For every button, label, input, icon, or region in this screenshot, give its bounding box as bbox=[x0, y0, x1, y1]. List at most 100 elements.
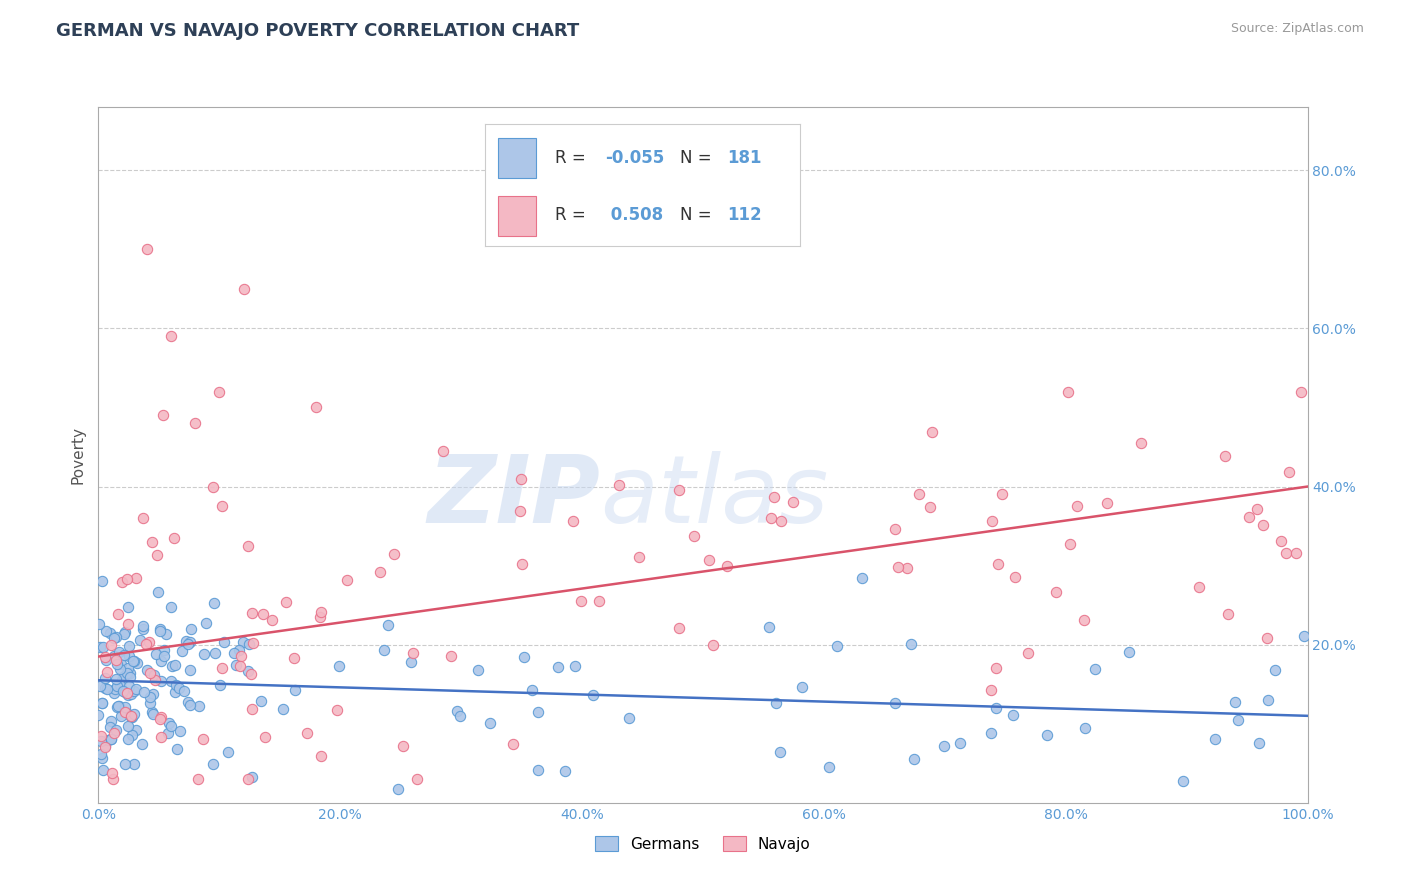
Point bbox=[449, 708, 471, 723]
Point bbox=[238, 637, 260, 651]
Point bbox=[903, 751, 925, 765]
Point bbox=[716, 559, 738, 574]
Point bbox=[117, 719, 139, 733]
Point bbox=[309, 610, 332, 624]
Point bbox=[1004, 570, 1026, 584]
Point bbox=[211, 499, 233, 513]
Point bbox=[117, 661, 139, 675]
Point bbox=[211, 661, 233, 675]
Point bbox=[582, 689, 605, 703]
Point bbox=[146, 549, 169, 563]
Point bbox=[104, 672, 127, 686]
Point bbox=[176, 695, 198, 709]
Point bbox=[132, 510, 155, 524]
Point bbox=[100, 714, 122, 728]
Point bbox=[125, 723, 148, 738]
Point bbox=[150, 674, 173, 689]
Point bbox=[94, 739, 117, 754]
Point bbox=[142, 706, 165, 721]
Point bbox=[609, 478, 631, 492]
Point bbox=[124, 571, 146, 585]
Point bbox=[201, 757, 224, 772]
Point bbox=[103, 632, 125, 646]
Point bbox=[1073, 613, 1095, 627]
Point bbox=[1251, 517, 1274, 532]
Point bbox=[249, 694, 271, 708]
Point bbox=[509, 504, 531, 518]
Point bbox=[225, 658, 247, 673]
Point bbox=[159, 599, 181, 614]
Point bbox=[117, 599, 139, 614]
Point bbox=[932, 739, 955, 754]
Point bbox=[148, 585, 170, 599]
Point bbox=[114, 705, 136, 719]
Point bbox=[305, 401, 328, 415]
Point bbox=[135, 243, 157, 257]
Point bbox=[117, 731, 139, 746]
Point bbox=[252, 607, 274, 621]
Point bbox=[509, 472, 531, 486]
Point bbox=[162, 532, 184, 546]
Point bbox=[900, 637, 922, 651]
Point bbox=[382, 547, 405, 561]
Point bbox=[114, 685, 136, 699]
Point bbox=[141, 535, 163, 549]
Point bbox=[125, 657, 148, 671]
Point bbox=[792, 681, 814, 695]
Point bbox=[1227, 713, 1250, 727]
Point bbox=[122, 706, 145, 721]
Point bbox=[184, 417, 207, 431]
Point bbox=[107, 699, 129, 714]
Point bbox=[283, 650, 305, 665]
Point bbox=[328, 658, 350, 673]
Point bbox=[179, 663, 201, 677]
Point bbox=[118, 648, 141, 663]
Point bbox=[222, 646, 245, 660]
Point bbox=[373, 643, 395, 657]
Point bbox=[100, 731, 122, 746]
Point bbox=[194, 615, 217, 630]
Point bbox=[180, 622, 202, 636]
Point bbox=[165, 685, 187, 699]
Point bbox=[502, 737, 524, 751]
Point bbox=[139, 696, 162, 710]
Point bbox=[782, 495, 804, 509]
Point bbox=[118, 639, 141, 653]
Point bbox=[399, 655, 422, 669]
Point bbox=[446, 704, 468, 718]
Point bbox=[513, 650, 536, 665]
Point bbox=[176, 634, 198, 648]
Point bbox=[229, 658, 252, 673]
Point bbox=[114, 756, 136, 771]
Point bbox=[617, 711, 640, 725]
Point bbox=[765, 696, 787, 710]
Point bbox=[1118, 645, 1140, 659]
Point bbox=[94, 739, 117, 753]
Point bbox=[98, 720, 121, 734]
Point bbox=[117, 679, 139, 693]
Point bbox=[229, 649, 252, 664]
Point bbox=[232, 282, 254, 296]
Point bbox=[160, 674, 183, 689]
Point bbox=[1188, 580, 1211, 594]
Point bbox=[907, 486, 929, 500]
Point bbox=[110, 673, 132, 688]
Point bbox=[392, 739, 415, 754]
Point bbox=[90, 747, 112, 761]
Point bbox=[170, 643, 193, 657]
Point bbox=[1204, 732, 1226, 747]
Point bbox=[122, 684, 145, 698]
Point bbox=[242, 636, 264, 650]
Point bbox=[97, 733, 120, 747]
Point bbox=[896, 560, 918, 574]
Point bbox=[191, 732, 214, 747]
Point bbox=[177, 637, 200, 651]
Point bbox=[94, 653, 117, 667]
Point bbox=[1218, 607, 1240, 622]
Point bbox=[981, 514, 1004, 528]
Point bbox=[1247, 736, 1270, 750]
Point bbox=[91, 640, 114, 655]
Point bbox=[1285, 546, 1308, 560]
Point bbox=[851, 571, 873, 585]
Point bbox=[105, 657, 128, 672]
